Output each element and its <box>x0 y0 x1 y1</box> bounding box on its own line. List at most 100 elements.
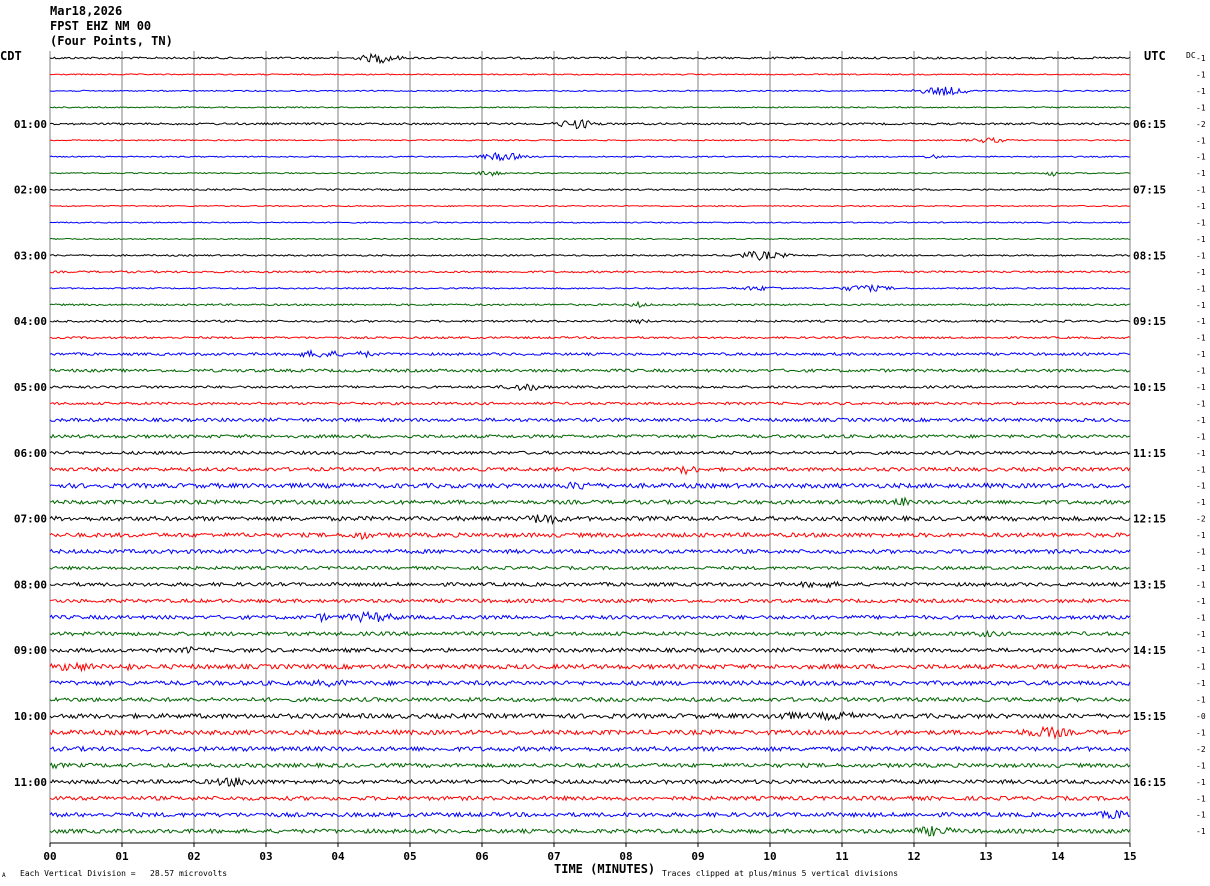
dc-offset-label: -1 <box>1196 449 1206 458</box>
dc-header-label: DC <box>1186 51 1196 60</box>
dc-offset-label: -1 <box>1196 383 1206 392</box>
dc-offset-label: -1 <box>1196 778 1206 787</box>
x-tick-label: 03 <box>259 850 272 863</box>
header-date: Mar18,2026 <box>50 4 123 18</box>
right-time-label: 08:15 <box>1133 249 1166 262</box>
trace-line <box>49 450 1131 456</box>
x-tick-label: 10 <box>763 850 776 863</box>
left-time-label: 05:00 <box>14 381 47 394</box>
trace-line <box>49 531 1131 541</box>
dc-offset-label: -0 <box>1196 712 1206 721</box>
trace-line <box>49 204 1131 208</box>
trace-line <box>49 610 1131 624</box>
dc-offset-label: -1 <box>1196 679 1206 688</box>
trace-line <box>49 514 1131 526</box>
x-tick-label: 09 <box>691 850 704 863</box>
trace-line <box>49 119 1131 130</box>
dc-offset-label: -1 <box>1196 416 1206 425</box>
left-time-label: 01:00 <box>14 118 47 131</box>
left-time-label: 09:00 <box>14 644 47 657</box>
trace-line <box>49 465 1131 476</box>
dc-offset-label: -1 <box>1196 399 1206 408</box>
x-tick-label: 04 <box>331 850 345 863</box>
dc-offset-label: -1 <box>1196 432 1206 441</box>
dc-offset-label: -1 <box>1196 186 1206 195</box>
trace-line <box>49 417 1131 423</box>
trace-line <box>49 645 1131 655</box>
x-tick-label: 06 <box>475 850 489 863</box>
trace-line <box>49 745 1131 753</box>
trace-line <box>49 696 1131 703</box>
dc-offset-label: -1 <box>1196 367 1206 376</box>
header-location: (Four Points, TN) <box>50 34 173 48</box>
corner-mark: A <box>2 872 6 879</box>
trace-line <box>50 335 1131 340</box>
x-axis-ticks: 00 01 02 03 04 05 06 07 08 09 10 11 12 13 14 15 <box>43 843 1137 863</box>
right-time-label: 13:15 <box>1133 578 1166 591</box>
dc-offset-label: -1 <box>1196 334 1206 343</box>
dc-offset-label: -1 <box>1196 811 1206 820</box>
dc-offset-label: -1 <box>1196 761 1206 770</box>
dc-offset-label: -1 <box>1196 219 1206 228</box>
dc-offset-label: -1 <box>1196 696 1206 705</box>
dc-offset-label: -1 <box>1196 70 1206 79</box>
trace-line <box>49 496 1131 507</box>
dc-offset-label: -1 <box>1196 613 1206 622</box>
trace-line <box>49 250 1131 261</box>
trace-line <box>49 629 1131 638</box>
x-tick-label: 11 <box>835 850 849 863</box>
right-time-label: 15:15 <box>1133 710 1166 723</box>
dc-offset-label: -2 <box>1196 745 1206 754</box>
left-time-label: 04:00 <box>14 315 47 328</box>
dc-offset-label: -1 <box>1196 317 1206 326</box>
dc-offset-label: -1 <box>1196 663 1206 672</box>
trace-line <box>49 580 1131 589</box>
trace-line <box>49 776 1131 788</box>
right-time-label: 06:15 <box>1133 118 1166 131</box>
dc-offset-label: -1 <box>1196 482 1206 491</box>
trace-line <box>49 368 1131 374</box>
x-tick-label: 02 <box>187 850 200 863</box>
left-time-labels: 01:00 02:00 03:00 04:00 05:00 06:00 07:00 08:00… <box>14 118 47 789</box>
trace-line <box>49 73 1130 76</box>
trace-line <box>49 725 1131 740</box>
minute-grid-lines <box>49 51 1131 844</box>
trace-line <box>49 548 1131 555</box>
x-tick-label: 05 <box>403 850 416 863</box>
x-tick-label: 01 <box>115 850 129 863</box>
trace-line <box>49 661 1131 673</box>
dc-offset-label: -1 <box>1196 646 1206 655</box>
trace-line <box>49 152 1131 162</box>
dc-offset-label: -1 <box>1196 350 1206 359</box>
x-tick-label: 14 <box>1051 850 1065 863</box>
trace-line <box>49 794 1131 802</box>
dc-offset-label: -1 <box>1196 136 1206 145</box>
right-zone-label: UTC <box>1144 49 1166 63</box>
dc-offset-label: -1 <box>1196 87 1206 96</box>
trace-line <box>49 170 1131 177</box>
trace-line <box>49 221 1131 224</box>
right-time-label: 09:15 <box>1133 315 1166 328</box>
trace-line <box>49 481 1131 490</box>
dc-offset-label: -1 <box>1196 54 1206 63</box>
trace-line <box>49 826 1131 837</box>
x-tick-label: 08 <box>619 850 632 863</box>
trace-line <box>49 188 1131 192</box>
right-time-label: 12:15 <box>1133 513 1166 526</box>
x-tick-label: 12 <box>907 850 920 863</box>
dc-offset-label: -1 <box>1196 548 1206 557</box>
right-time-label: 07:15 <box>1133 184 1166 197</box>
right-time-label: 14:15 <box>1133 644 1166 657</box>
trace-line <box>49 106 1131 109</box>
dc-offset-label: -1 <box>1196 728 1206 737</box>
dc-offset-label: -1 <box>1196 103 1206 112</box>
dc-offset-label: -2 <box>1196 120 1206 129</box>
left-zone-label: CDT <box>0 49 22 63</box>
dc-offset-label: -1 <box>1196 827 1206 836</box>
dc-offset-label: -1 <box>1196 498 1206 507</box>
trace-line <box>49 809 1131 820</box>
x-tick-label: 00 <box>43 850 56 863</box>
dc-offset-label: -1 <box>1196 630 1206 639</box>
x-tick-label: 07 <box>547 850 560 863</box>
